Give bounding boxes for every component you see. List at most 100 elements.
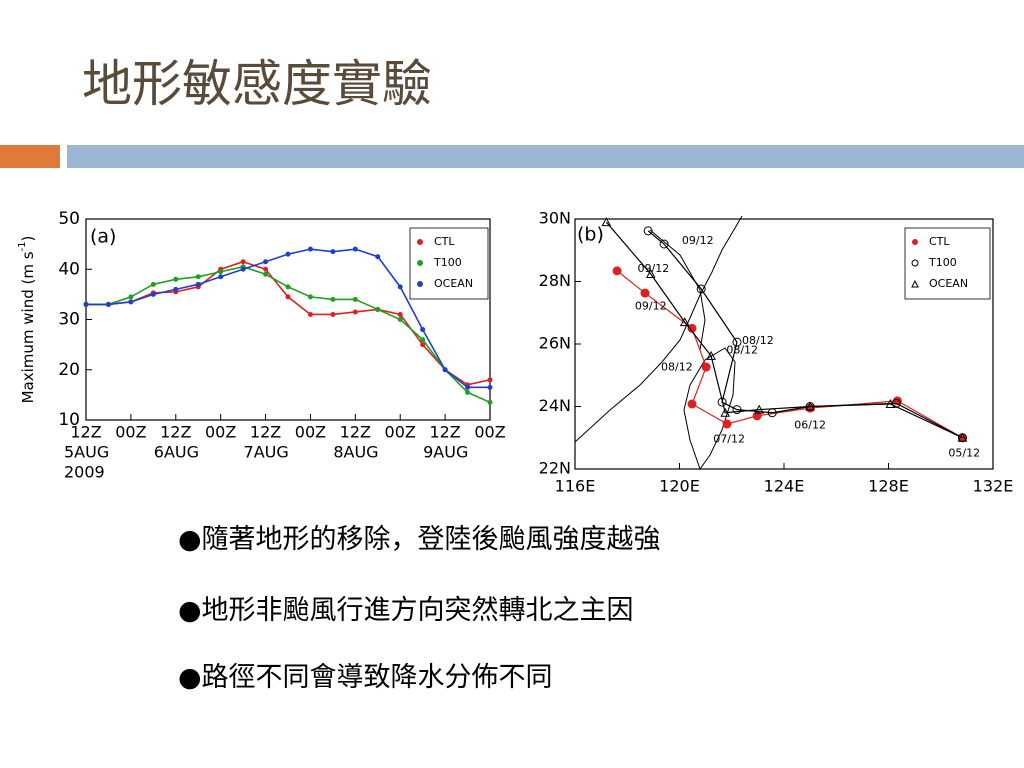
data-point bbox=[397, 311, 403, 317]
y-tick-label: 40 bbox=[58, 259, 80, 279]
data-point bbox=[487, 399, 493, 405]
legend-box bbox=[409, 227, 489, 300]
track-point bbox=[679, 317, 690, 327]
bullet: ●地形非颱風行進方向突然轉北之主因 bbox=[178, 595, 634, 626]
y-tick-label: 24N bbox=[539, 396, 571, 415]
x-tick-label: 132E bbox=[973, 477, 1014, 496]
slide-title: 地形敏感度實驗 bbox=[82, 55, 432, 113]
data-point bbox=[150, 291, 156, 297]
data-point bbox=[465, 389, 471, 395]
data-point bbox=[83, 301, 89, 307]
legend-box bbox=[904, 227, 991, 300]
bullet: ●隨著地形的移除，登陸後颱風強度越強 bbox=[178, 524, 661, 555]
data-point bbox=[307, 246, 313, 252]
x-tick-label: 12Z bbox=[429, 423, 460, 442]
y-tick-label: 28N bbox=[539, 271, 571, 290]
annotation: 08/12 bbox=[661, 360, 693, 373]
coastline bbox=[649, 229, 706, 351]
data-point bbox=[263, 259, 269, 265]
annotation: 06/12 bbox=[794, 418, 826, 431]
x-tick-label: 00Z bbox=[474, 423, 505, 442]
data-point bbox=[173, 286, 179, 292]
legend-label: OCEAN bbox=[434, 277, 473, 290]
data-point bbox=[285, 294, 291, 300]
y-tick-label: 30N bbox=[539, 209, 571, 228]
data-point bbox=[487, 377, 493, 383]
legend-marker bbox=[911, 279, 919, 288]
data-point bbox=[352, 246, 358, 252]
legend-marker bbox=[417, 239, 423, 245]
data-point bbox=[352, 296, 358, 302]
data-point bbox=[420, 327, 426, 333]
x-tick-label: 124E bbox=[764, 477, 805, 496]
data-point bbox=[330, 249, 336, 255]
legend-label: OCEAN bbox=[929, 277, 968, 290]
x-tick-label: 12Z bbox=[70, 423, 101, 442]
data-point bbox=[397, 284, 403, 290]
y-tick-label: 22N bbox=[539, 459, 571, 478]
panel-label: (a) bbox=[90, 226, 116, 248]
y-tick-label: 50 bbox=[58, 209, 80, 229]
track-point bbox=[732, 405, 742, 415]
data-point bbox=[128, 294, 134, 300]
legend-label: CTL bbox=[929, 235, 950, 248]
coastline bbox=[574, 215, 743, 443]
y-tick-label: 20 bbox=[58, 360, 80, 380]
track-point bbox=[805, 401, 815, 411]
data-point bbox=[263, 271, 269, 277]
legend-marker bbox=[912, 239, 918, 245]
x-tick-label: 12Z bbox=[250, 423, 281, 442]
accent-bar bbox=[0, 145, 60, 168]
data-point bbox=[442, 367, 448, 373]
data-point bbox=[375, 306, 381, 312]
x-tick-label: 00Z bbox=[385, 423, 416, 442]
x-date-label: 7AUG bbox=[244, 443, 289, 462]
data-point bbox=[173, 276, 179, 282]
data-point bbox=[218, 269, 224, 275]
data-point bbox=[285, 251, 291, 257]
track-point bbox=[640, 288, 650, 298]
x-tick-label: 00Z bbox=[115, 423, 146, 442]
x-date-label: 8AUG bbox=[333, 443, 378, 462]
x-date-label: 5AUG bbox=[64, 443, 109, 462]
y-tick-label: 26N bbox=[539, 334, 571, 353]
track-point bbox=[732, 337, 742, 347]
legend-marker bbox=[417, 281, 423, 287]
data-point bbox=[285, 284, 291, 290]
track-point bbox=[696, 284, 706, 294]
data-point bbox=[150, 281, 156, 287]
data-point bbox=[307, 294, 313, 300]
annotation: 08/12 bbox=[726, 343, 758, 356]
panel-label: (b) bbox=[577, 224, 604, 246]
legend-label: T100 bbox=[928, 256, 957, 269]
track-point bbox=[601, 217, 612, 227]
track-point bbox=[612, 266, 622, 276]
annotation: 09/12 bbox=[682, 234, 714, 247]
annotation: 07/12 bbox=[713, 432, 745, 445]
x-tick-label: 120E bbox=[659, 477, 700, 496]
x-year-label: 2009 bbox=[64, 463, 105, 482]
x-tick-label: 116E bbox=[555, 477, 596, 496]
y-label-end: ) bbox=[19, 236, 37, 242]
data-point bbox=[195, 281, 201, 287]
x-tick-label: 128E bbox=[868, 477, 909, 496]
data-point bbox=[263, 266, 269, 272]
x-tick-label: 00Z bbox=[205, 423, 236, 442]
data-point bbox=[375, 254, 381, 260]
coastline bbox=[683, 347, 736, 471]
data-point bbox=[420, 342, 426, 348]
track-point bbox=[722, 419, 732, 429]
data-point bbox=[330, 296, 336, 302]
data-point bbox=[240, 266, 246, 272]
y-label-text: Maximum wind (m s bbox=[19, 251, 37, 403]
track-point bbox=[687, 399, 697, 409]
data-point bbox=[352, 309, 358, 315]
track-line bbox=[605, 221, 963, 439]
track-point bbox=[754, 404, 765, 414]
legend-label: T100 bbox=[433, 256, 462, 269]
y-axis-label: Maximum wind (m s-1) bbox=[17, 236, 37, 404]
x-tick-label: 12Z bbox=[340, 423, 371, 442]
data-point bbox=[465, 384, 471, 390]
